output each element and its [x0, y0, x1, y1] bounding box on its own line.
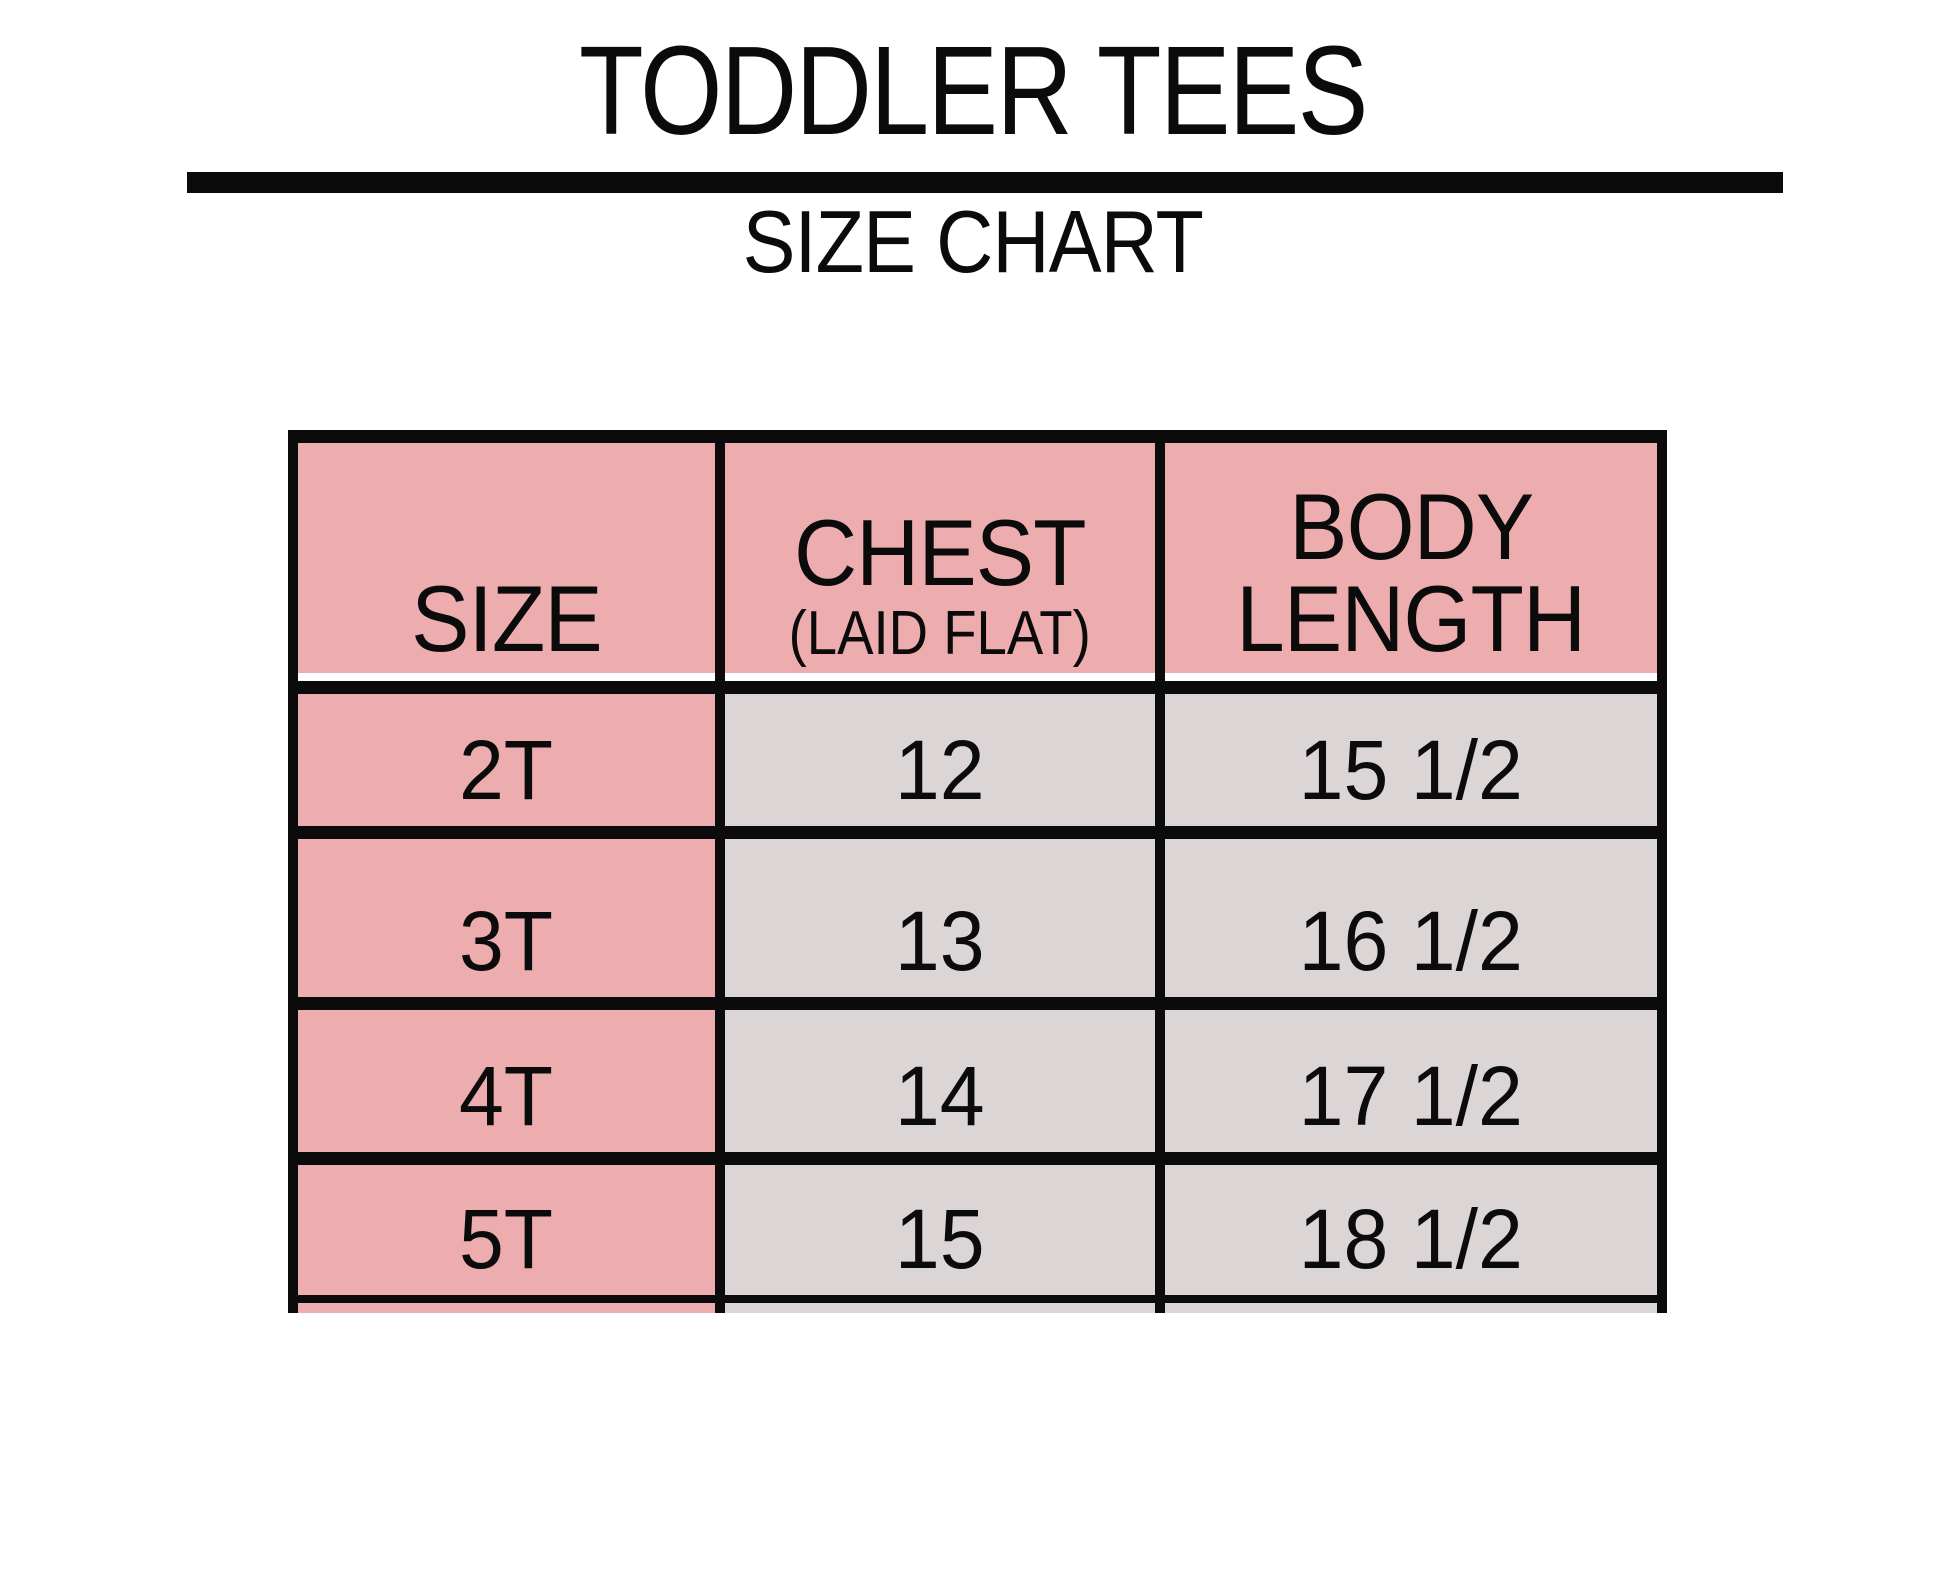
page-title: TODDLER TEES — [0, 28, 1946, 154]
page-subtitle-text: SIZE CHART — [742, 192, 1204, 291]
cell-row3-body-length: 18 1/2 — [1165, 1165, 1657, 1295]
cell-row0-body-length: 15 1/2 — [1165, 694, 1657, 826]
table-bottom-color-spill — [288, 1303, 1667, 1313]
cell-row2-chest: 14 — [725, 1010, 1155, 1152]
spill-divider2-nub — [1155, 1303, 1165, 1313]
cell-row2-body-length: 17 1/2 — [1165, 1010, 1657, 1152]
header-cell-size: SIZE — [298, 443, 715, 681]
cell-row0-size: 2T — [298, 694, 715, 826]
spill-chest-column — [725, 1303, 1155, 1313]
cell-row1-chest: 13 — [725, 839, 1155, 997]
cell-row3-chest: 15 — [725, 1165, 1155, 1295]
spill-body-length-column — [1165, 1303, 1657, 1313]
page-title-text: TODDLER TEES — [579, 20, 1368, 161]
cell-row2-size: 4T — [298, 1010, 715, 1152]
spill-left-border-nub — [288, 1303, 298, 1313]
spill-right-border-nub — [1657, 1303, 1667, 1313]
header-size-label: SIZE — [411, 565, 603, 671]
cell-row0-chest: 12 — [725, 694, 1155, 826]
size-table-grid: SIZE CHEST (LAID FLAT) BODY LENGTH — [288, 430, 1667, 1303]
page-subtitle: SIZE CHART — [0, 198, 1946, 286]
title-divider-line — [187, 172, 1783, 193]
cell-row1-size: 3T — [298, 839, 715, 997]
spill-divider1-nub — [715, 1303, 725, 1313]
cell-row1-body-length: 16 1/2 — [1165, 839, 1657, 997]
spill-size-column — [298, 1303, 715, 1313]
header-cell-chest: CHEST (LAID FLAT) — [725, 443, 1155, 681]
cell-row3-size: 5T — [298, 1165, 715, 1295]
header-chest-label: CHEST — [794, 499, 1087, 605]
header-body-length-line1: BODY — [1288, 473, 1534, 579]
size-table: SIZE CHEST (LAID FLAT) BODY LENGTH — [288, 430, 1667, 1313]
header-chest-sublabel: (LAID FLAT) — [788, 599, 1092, 668]
header-body-length-line2: LENGTH — [1236, 565, 1586, 671]
header-cell-body-length: BODY LENGTH — [1165, 443, 1657, 681]
